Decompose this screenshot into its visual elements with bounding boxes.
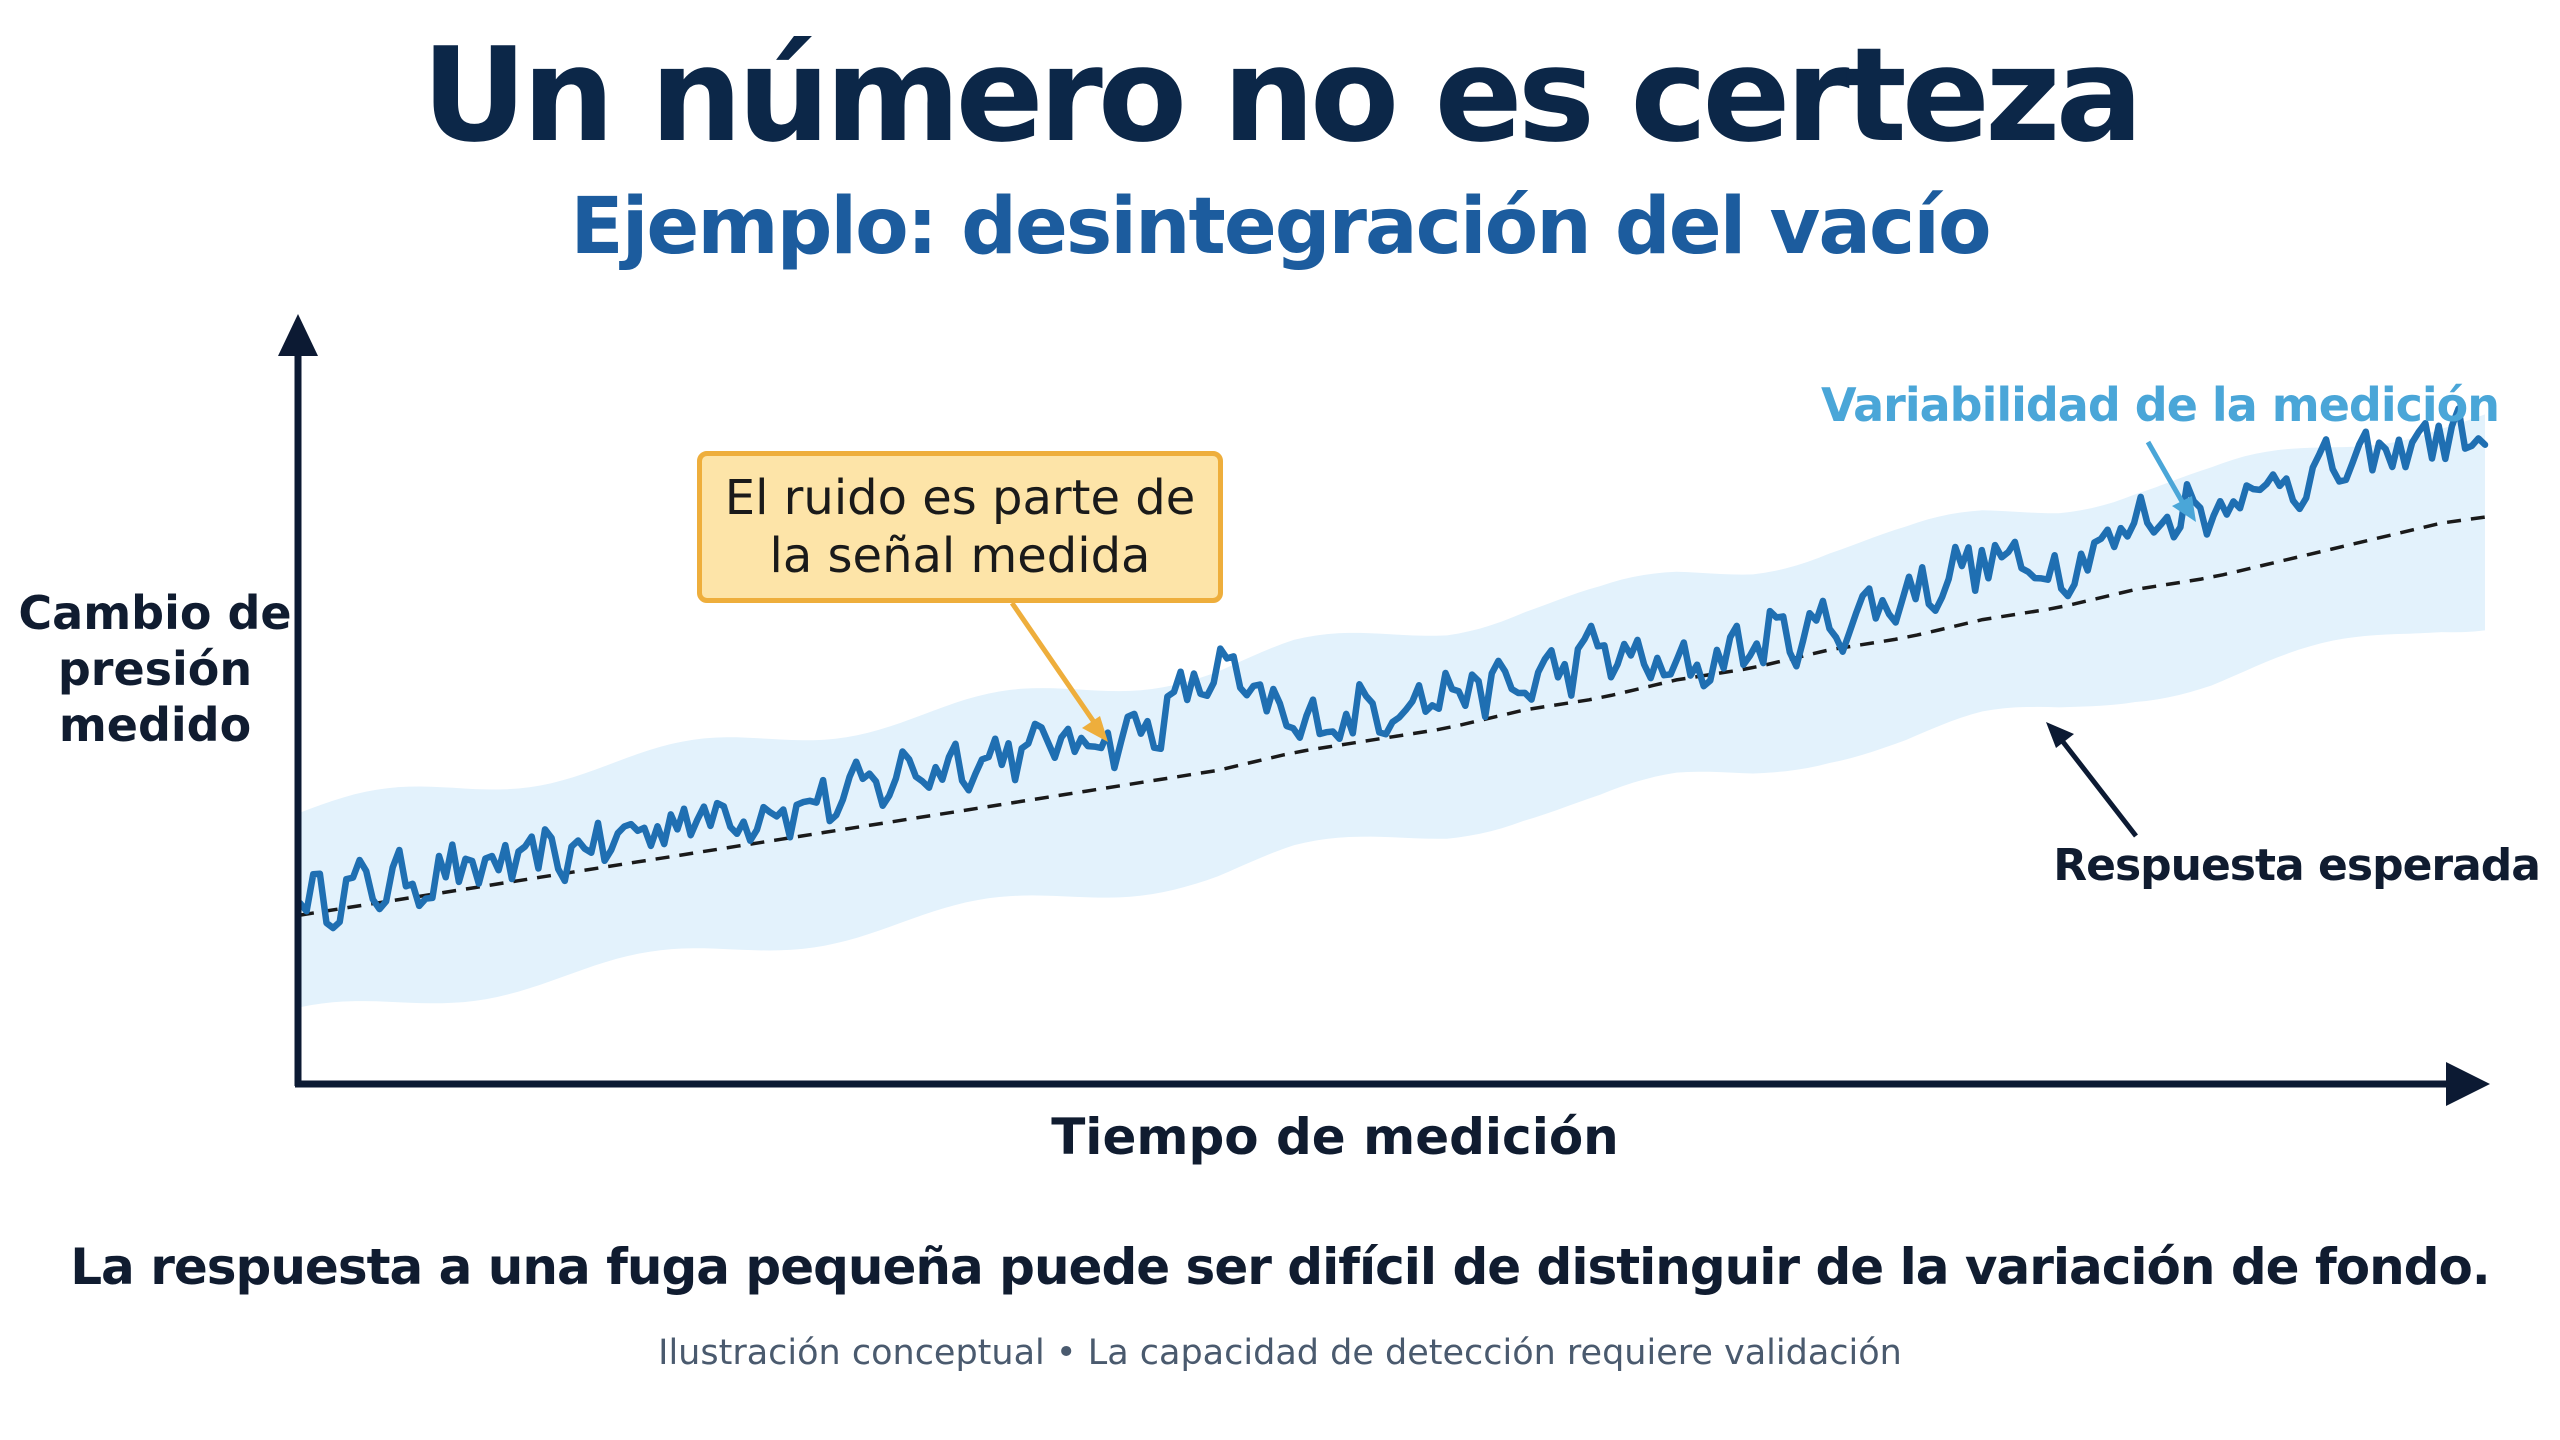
x-axis-label: Tiempo de medición: [1051, 1108, 1619, 1166]
y-axis-arrow-icon: [278, 314, 318, 356]
y-axis-label: Cambio de presión medido: [18, 586, 292, 752]
expected-label-pointer-arrow-icon: [2046, 722, 2074, 748]
measurement-variability-band: [300, 414, 2485, 1008]
footnote-separator: •: [1055, 1333, 1077, 1373]
page-subtitle: Ejemplo: desintegración del vacío: [570, 182, 1991, 272]
caption: La respuesta a una fuga pequeña puede se…: [70, 1238, 2491, 1296]
footnote: Ilustración conceptual • La capacidad de…: [0, 1333, 2560, 1373]
expected-response-line: [299, 515, 2486, 917]
measured-signal-line: [296, 405, 2489, 932]
noise-callout: El ruido es parte de la señal medida: [697, 451, 1223, 603]
callout-pointer-arrow-icon: [1082, 716, 1108, 742]
band-label-pointer: [2145, 440, 2187, 507]
band-label-pointer-arrow-icon: [2172, 496, 2196, 522]
expected-response-label: Respuesta esperada: [2053, 840, 2541, 891]
footnote-right: La capacidad de detección requiere valid…: [1087, 1333, 1902, 1373]
expected-label-pointer: [2058, 736, 2138, 838]
footnote-left: Ilustración conceptual: [658, 1333, 1045, 1373]
callout-pointer: [1009, 601, 1099, 727]
x-axis-arrow-icon: [2446, 1062, 2490, 1106]
band-label: Variabilidad de la medición: [1821, 378, 2500, 432]
page-title: Un número no es certeza: [421, 19, 2144, 171]
